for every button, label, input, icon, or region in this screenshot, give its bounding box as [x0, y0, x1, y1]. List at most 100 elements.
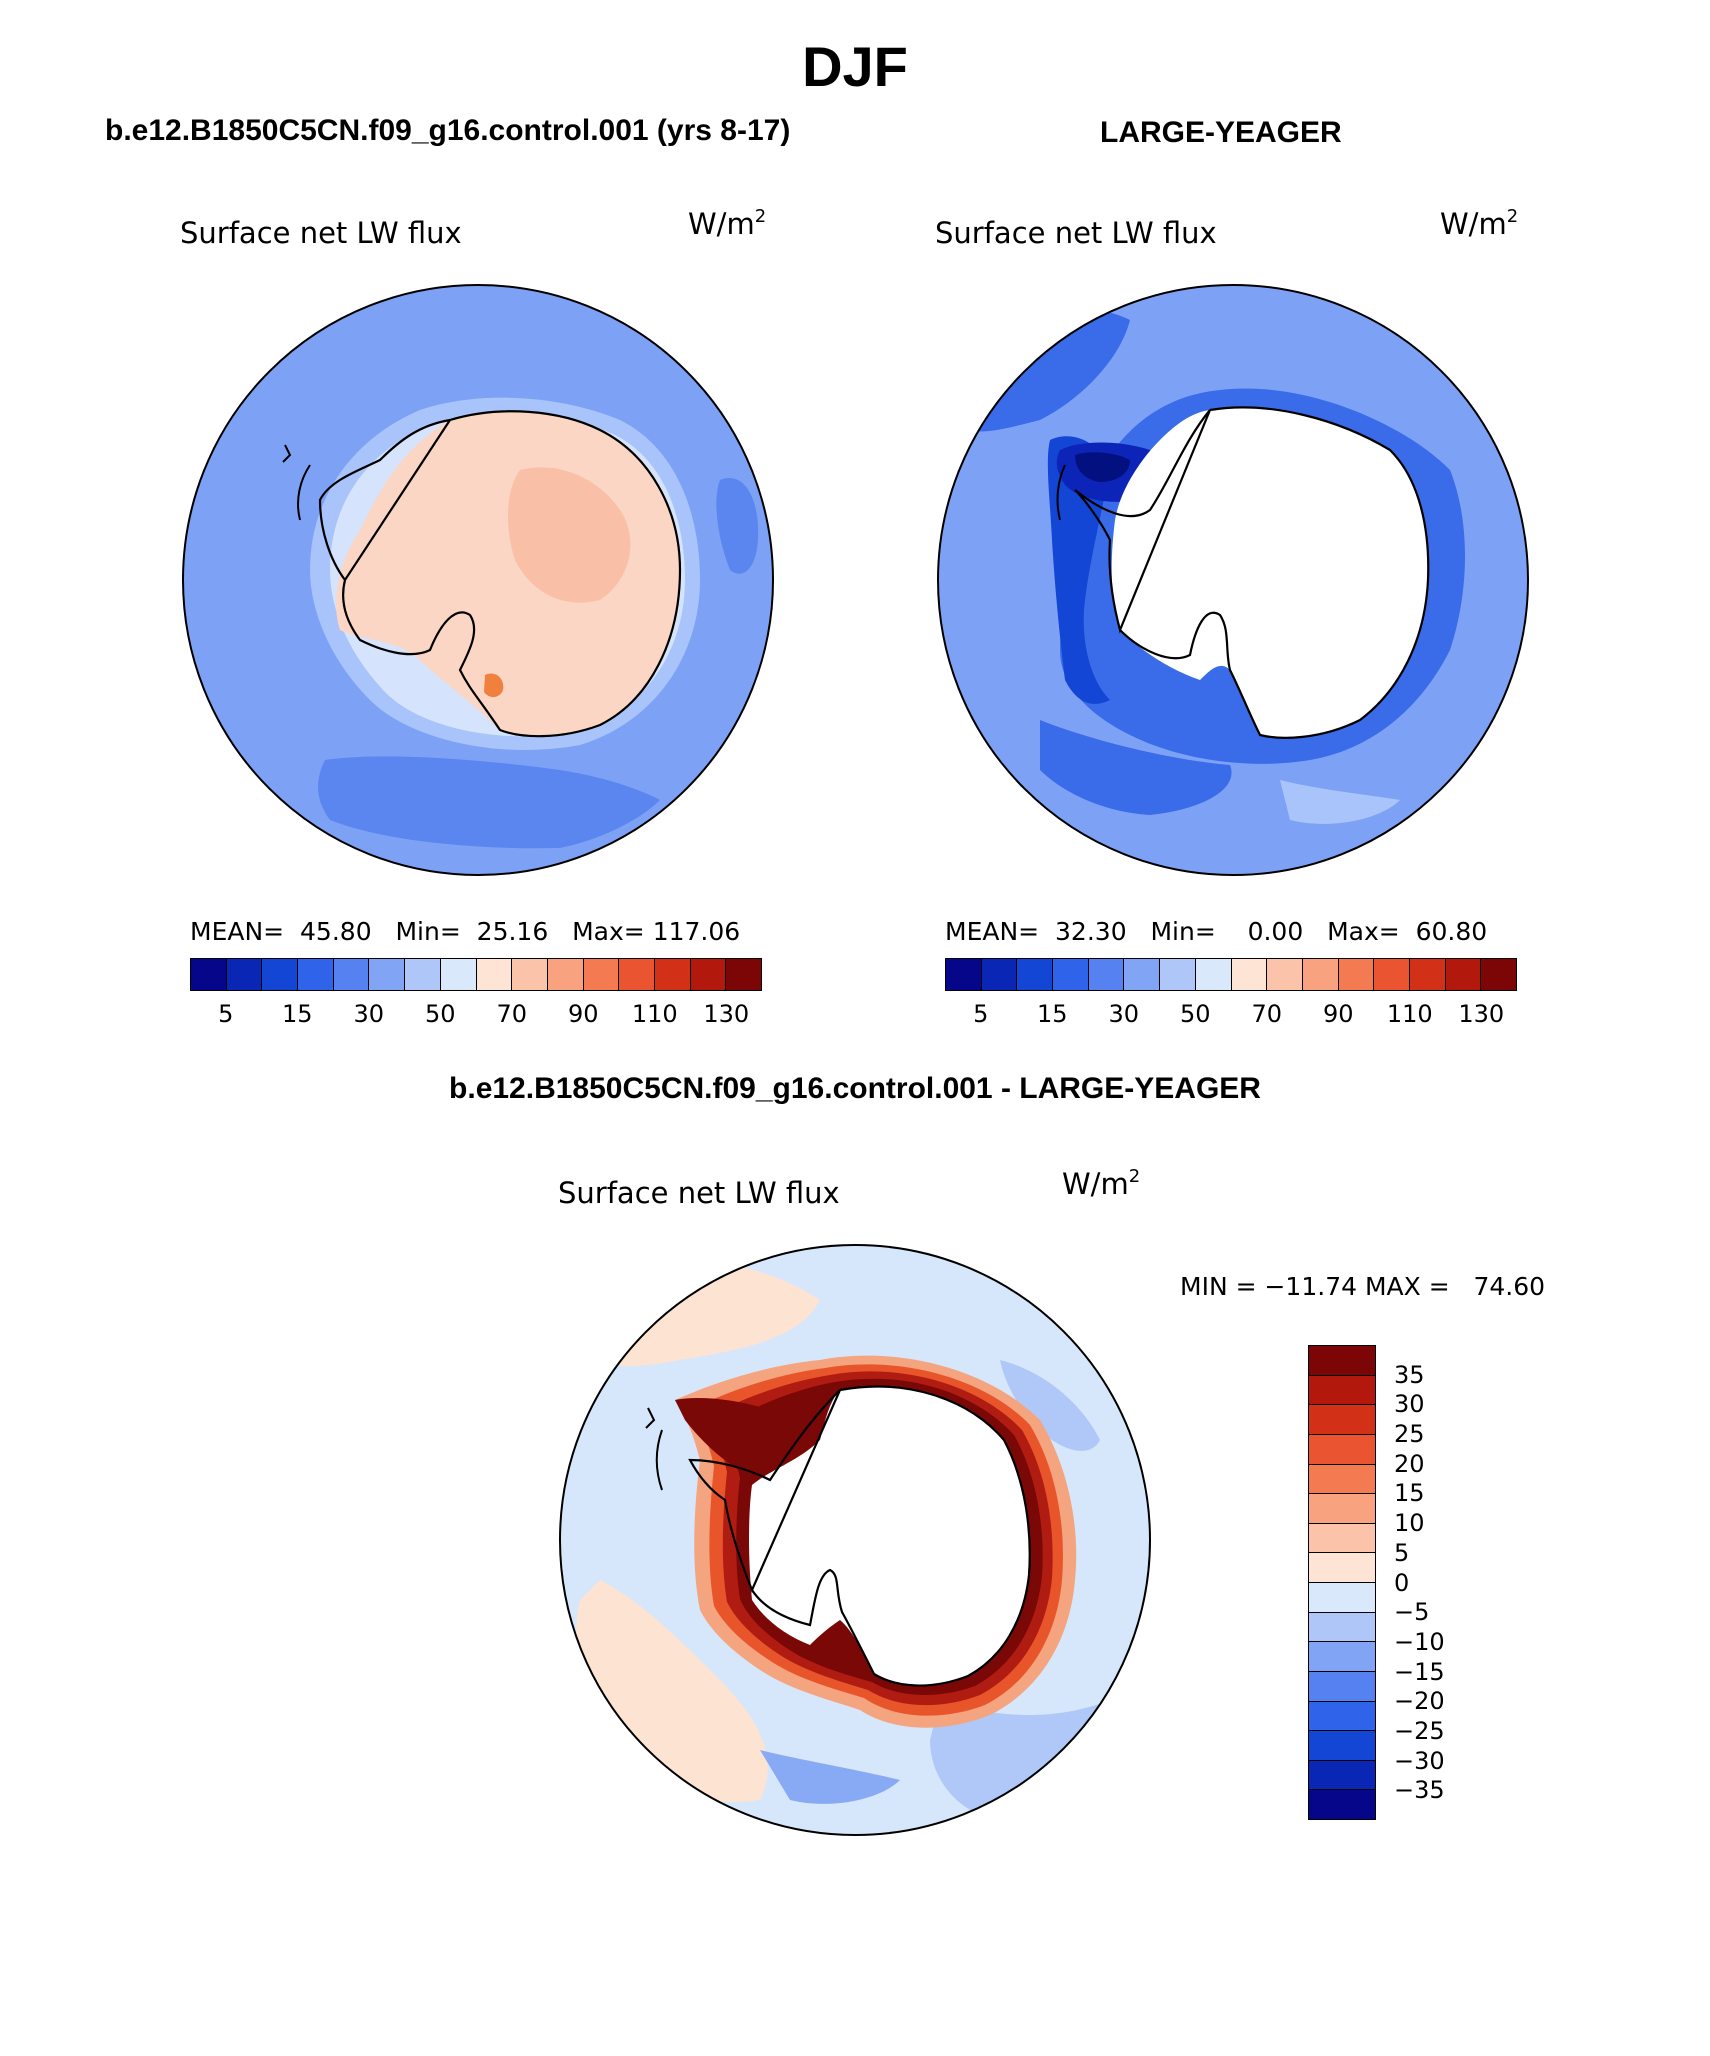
colorbar-swatch: [1309, 1553, 1375, 1583]
colorbar-swatch: [476, 959, 513, 990]
colorbar-tick-label: 110: [1386, 1000, 1433, 1028]
colorbar-swatch: [1309, 1731, 1375, 1761]
panel-diff-units: W/m2: [1062, 1166, 1141, 1201]
min-value: 25.16: [476, 917, 549, 946]
colorbar-swatch: [1309, 1760, 1375, 1791]
colorbar-swatch: [1309, 1346, 1375, 1376]
colorbar-tick-label: −20: [1394, 1687, 1445, 1716]
max-label: Max=: [1327, 917, 1400, 946]
panel-diff-variable: Surface net LW flux: [558, 1176, 840, 1210]
colorbar-tick-label: 15: [1394, 1479, 1425, 1508]
colorbar-swatch: [1309, 1642, 1375, 1672]
colorbar-swatch: [333, 959, 370, 990]
colorbar-swatch: [1481, 959, 1516, 990]
colorbar-tick-label: 5: [1394, 1538, 1410, 1567]
colorbar-swatch: [369, 959, 406, 990]
colorbar-tick-label: −10: [1394, 1627, 1445, 1656]
colorbar-swatch: [583, 959, 620, 990]
colorbar-swatch: [547, 959, 584, 990]
colorbar-tick-label: 90: [1322, 1000, 1354, 1028]
panel-model-variable: Surface net LW flux: [180, 216, 462, 250]
panel-diff-colorbar-ticks: 35 30 25 20 15 10 5 0 −5 −10 −15 −20 −25 −30 −35: [1394, 1345, 1474, 1820]
colorbar-swatch: [1309, 1790, 1375, 1819]
colorbar-swatch: [512, 959, 548, 990]
colorbar-swatch: [1124, 959, 1161, 990]
colorbar-swatch: [1017, 959, 1054, 990]
colorbar-swatch: [1309, 1583, 1375, 1613]
colorbar-swatch: [1309, 1434, 1375, 1465]
colorbar-swatch: [1374, 959, 1410, 990]
colorbar-tick-label: −30: [1394, 1746, 1445, 1775]
min-label: Min=: [1150, 917, 1216, 946]
panel-obs-colorbar-ticks: 5 15 30 50 70 90 110 130: [945, 1000, 1517, 1030]
colorbar-swatch: [1302, 959, 1339, 990]
colorbar-tick-label: 130: [703, 1000, 750, 1028]
panel-obs-colorbar: [945, 958, 1517, 991]
colorbar-swatch: [405, 959, 441, 990]
panel-model-header: b.e12.B1850C5CN.f09_g16.control.001 (yrs…: [105, 114, 791, 147]
colorbar-tick-label: 30: [353, 1000, 385, 1028]
min-label: Min=: [395, 917, 461, 946]
colorbar-swatch: [981, 959, 1018, 990]
colorbar-swatch: [690, 959, 727, 990]
mean-label: MEAN=: [190, 917, 285, 946]
colorbar-tick-label: 30: [1108, 1000, 1140, 1028]
colorbar-swatch: [1309, 1523, 1375, 1554]
colorbar-tick-label: 20: [1394, 1449, 1425, 1478]
colorbar-tick-label: 30: [1394, 1390, 1425, 1419]
colorbar-swatch: [1309, 1464, 1375, 1495]
mean-label: MEAN=: [945, 917, 1040, 946]
colorbar-tick-label: −15: [1394, 1657, 1445, 1686]
panel-diff-colorbar: [1308, 1345, 1376, 1820]
colorbar-tick-label: 50: [424, 1000, 456, 1028]
colorbar-tick-label: −25: [1394, 1716, 1445, 1745]
colorbar-tick-label: −35: [1394, 1776, 1445, 1805]
colorbar-tick-label: 15: [281, 1000, 313, 1028]
colorbar-swatch: [946, 959, 982, 990]
colorbar-tick-label: 10: [1394, 1509, 1425, 1538]
colorbar-tick-label: −5: [1394, 1598, 1430, 1627]
colorbar-tick-label: 90: [567, 1000, 599, 1028]
max-value: 60.80: [1415, 917, 1488, 946]
colorbar-swatch: [619, 959, 655, 990]
colorbar-tick-label: 5: [218, 1000, 234, 1028]
panel-model-stats: MEAN= 45.80 Min= 25.16 Max= 117.06: [190, 917, 740, 946]
colorbar-tick-label: 70: [496, 1000, 528, 1028]
min-value: 0.00: [1247, 917, 1304, 946]
colorbar-swatch: [1309, 1701, 1375, 1732]
colorbar-tick-label: 50: [1179, 1000, 1211, 1028]
max-label: Max=: [572, 917, 645, 946]
colorbar-swatch: [1338, 959, 1375, 990]
colorbar-tick-label: 25: [1394, 1420, 1425, 1449]
panel-diff-header: b.e12.B1850C5CN.f09_g16.control.001 - LA…: [449, 1072, 1261, 1105]
colorbar-swatch: [1160, 959, 1196, 990]
colorbar-tick-label: 35: [1394, 1360, 1425, 1389]
colorbar-swatch: [1195, 959, 1232, 990]
colorbar-tick-label: 70: [1251, 1000, 1283, 1028]
colorbar-tick-label: 130: [1458, 1000, 1505, 1028]
colorbar-swatch: [654, 959, 691, 990]
panel-model-units: W/m2: [688, 206, 767, 241]
colorbar-swatch: [1309, 1375, 1375, 1406]
panel-diff-minmax: MIN = −11.74 MAX = 74.60: [1180, 1272, 1546, 1301]
max-value: 117.06: [652, 917, 741, 946]
colorbar-swatch: [1309, 1671, 1375, 1702]
colorbar-swatch: [1309, 1494, 1375, 1524]
colorbar-swatch: [226, 959, 263, 990]
panel-model-colorbar: [190, 958, 762, 991]
panel-obs-stats: MEAN= 32.30 Min= 0.00 Max= 60.80: [945, 917, 1487, 946]
colorbar-swatch: [298, 959, 334, 990]
colorbar-swatch: [1409, 959, 1446, 990]
colorbar-swatch: [726, 959, 761, 990]
colorbar-tick-label: 110: [631, 1000, 678, 1028]
panel-obs-units: W/m2: [1440, 206, 1519, 241]
colorbar-tick-label: 15: [1036, 1000, 1068, 1028]
colorbar-swatch: [262, 959, 299, 990]
colorbar-swatch: [1088, 959, 1125, 990]
colorbar-swatch: [1309, 1405, 1375, 1435]
panel-obs-variable: Surface net LW flux: [935, 216, 1217, 250]
colorbar-swatch: [191, 959, 227, 990]
